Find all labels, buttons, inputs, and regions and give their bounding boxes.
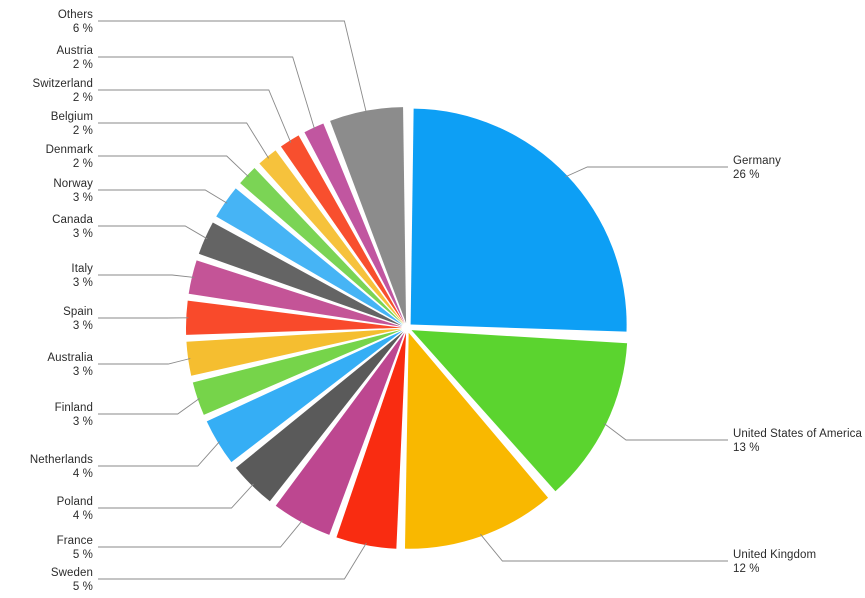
pie-slice[interactable] <box>280 135 405 324</box>
pie-label-value: 4 % <box>72 509 93 522</box>
pie-slice[interactable] <box>410 108 627 332</box>
pie-label-value: 6 % <box>72 22 93 35</box>
pie-label-name: Germany <box>733 155 781 167</box>
leader-line <box>98 441 221 467</box>
leader-line <box>603 423 728 441</box>
pie-label-name: United States of America <box>733 428 862 440</box>
leader-line <box>98 483 254 509</box>
pie-label-name: Australia <box>47 352 93 364</box>
pie-slice[interactable] <box>411 330 628 492</box>
pie-slice[interactable] <box>186 300 403 335</box>
pie-label-value: 3 % <box>72 191 93 204</box>
pie-label-value: 3 % <box>72 227 93 240</box>
pie-label-value: 12 % <box>733 562 760 575</box>
pie-slice[interactable] <box>198 222 403 326</box>
pie-label-value: 13 % <box>733 441 760 454</box>
pie-slice[interactable] <box>206 330 403 463</box>
pie-label-spain: Spain 3 % <box>63 306 93 333</box>
leader-line <box>98 542 367 580</box>
leader-line <box>98 274 195 278</box>
pie-label-value: 2 % <box>72 124 93 137</box>
pie-label-name: Belgium <box>50 111 93 123</box>
pie-slice[interactable] <box>192 329 403 415</box>
leader-line <box>98 155 250 178</box>
leader-line <box>480 533 728 562</box>
pie-label-belgium: Belgium 2 % <box>51 111 93 138</box>
pie-label-name: Poland <box>56 496 93 508</box>
pie-label-name: Netherlands <box>29 454 93 466</box>
pie-slice[interactable] <box>186 328 403 376</box>
pie-label-value: 3 % <box>72 365 93 378</box>
pie-slice[interactable] <box>235 331 404 502</box>
pie-label-name: France <box>56 535 93 547</box>
pie-label-value: 3 % <box>72 415 93 428</box>
leader-line <box>98 56 316 130</box>
pie-label-value: 2 % <box>72 58 93 71</box>
pie-label-name: Italy <box>71 263 93 275</box>
pie-slice[interactable] <box>216 188 403 326</box>
pie-label-name: Denmark <box>45 144 93 156</box>
pie-slice[interactable] <box>259 150 404 325</box>
pie-slice[interactable] <box>330 107 407 324</box>
pie-label-switzerland: Switzerland 2 % <box>32 78 93 105</box>
pie-label-name: Norway <box>53 178 93 190</box>
pie-label-name: Austria <box>56 45 93 57</box>
leader-line <box>98 397 200 415</box>
pie-label-netherlands: Netherlands 4 % <box>30 454 93 481</box>
pie-label-value: 5 % <box>72 548 93 561</box>
pie-label-france: France 5 % <box>57 535 93 562</box>
pie-label-name: Sweden <box>50 567 93 579</box>
pie-label-value: 4 % <box>72 467 93 480</box>
pie-label-name: Switzerland <box>32 78 93 90</box>
pie-label-name: Finland <box>54 402 93 414</box>
pie-label-value: 3 % <box>72 319 93 332</box>
leader-line <box>98 520 303 548</box>
pie-label-australia: Australia 3 % <box>47 352 93 379</box>
pie-label-value: 2 % <box>72 157 93 170</box>
pie-slice[interactable] <box>240 168 404 325</box>
pie-label-value: 3 % <box>72 276 93 289</box>
pie-label-poland: Poland 4 % <box>57 496 93 523</box>
pie-label-value: 5 % <box>72 580 93 593</box>
pie-label-united-states-of-america: United States of America 13 % <box>733 428 862 455</box>
leader-line <box>98 189 228 204</box>
pie-label-finland: Finland 3 % <box>55 402 93 429</box>
leader-line-layer <box>98 20 728 580</box>
pie-slice[interactable] <box>188 260 403 327</box>
leader-line <box>98 89 292 143</box>
pie-label-norway: Norway 3 % <box>53 178 93 205</box>
pie-label-others: Others 6 % <box>58 9 93 36</box>
pie-label-italy: Italy 3 % <box>71 263 93 290</box>
leader-line <box>98 225 208 240</box>
pie-label-name: Others <box>57 9 93 21</box>
pie-label-canada: Canada 3 % <box>52 214 93 241</box>
leader-line <box>98 20 367 114</box>
pie-label-sweden: Sweden 5 % <box>51 567 93 594</box>
pie-slice[interactable] <box>336 332 407 549</box>
leader-line <box>98 122 270 159</box>
pie-label-name: United Kingdom <box>733 549 817 561</box>
pie-slice-layer <box>186 107 628 549</box>
pie-label-denmark: Denmark 2 % <box>46 144 93 171</box>
pie-label-united-kingdom: United Kingdom 12 % <box>733 549 816 576</box>
pie-label-austria: Austria 2 % <box>57 45 94 72</box>
pie-label-germany: Germany 26 % <box>733 155 781 182</box>
pie-label-name: Spain <box>63 306 93 318</box>
pie-label-value: 26 % <box>733 168 760 181</box>
pie-label-name: Canada <box>52 214 93 226</box>
pie-label-value: 2 % <box>72 91 93 104</box>
pie-slice[interactable] <box>404 332 549 549</box>
pie-slice[interactable] <box>275 332 405 535</box>
leader-line <box>98 358 191 365</box>
pie-slice[interactable] <box>304 123 405 324</box>
leader-line <box>565 166 728 178</box>
